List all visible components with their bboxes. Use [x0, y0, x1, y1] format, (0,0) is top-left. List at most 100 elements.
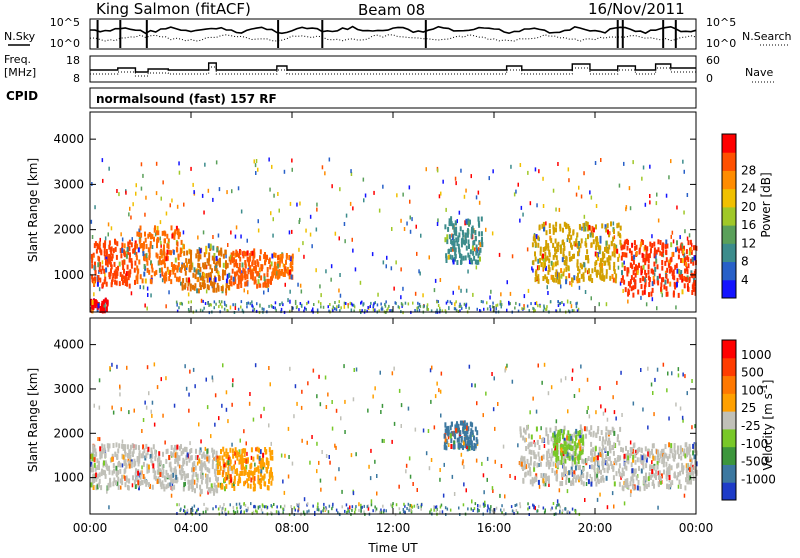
scatter-cell: [585, 237, 587, 242]
echo-cell: [582, 467, 585, 473]
echo-cell: [678, 269, 681, 274]
echo-cell: [218, 470, 221, 475]
scatter-cell: [402, 286, 404, 291]
scatter-cell: [395, 260, 397, 265]
echo-cell: [644, 454, 647, 460]
echo-cell: [653, 261, 656, 267]
echo-cell: [106, 262, 109, 268]
echo-cell: [645, 256, 648, 262]
echo-cell: [607, 256, 610, 262]
scatter-cell: [287, 426, 290, 431]
scatter-cell: [534, 167, 537, 172]
ground-cell: [514, 306, 516, 310]
echo-cell: [223, 467, 226, 473]
echo-cell: [451, 255, 454, 261]
scatter-cell: [93, 292, 95, 297]
echo-cell: [115, 442, 118, 448]
echo-cell: [138, 232, 141, 237]
echo-cell: [268, 478, 270, 484]
echo-cell: [91, 453, 94, 459]
echo-cell: [466, 435, 469, 441]
scatter-cell: [319, 402, 322, 407]
echo-cell: [568, 455, 571, 461]
echo-cell: [215, 487, 218, 493]
echo-cell: [590, 425, 593, 431]
scatter-cell: [400, 403, 403, 408]
ground-cell: [403, 502, 405, 506]
ground-cell: [324, 507, 327, 511]
echo-cell: [285, 253, 288, 258]
y-tick-label: 3000: [53, 382, 84, 396]
echo-cell: [240, 278, 242, 284]
ground-cell: [420, 507, 422, 511]
echo-cell: [653, 241, 656, 247]
scatter-cell: [180, 281, 182, 286]
echo-cell: [134, 444, 137, 450]
echo-cell: [665, 461, 668, 467]
scatter-cell: [618, 253, 620, 258]
echo-cell: [568, 477, 571, 483]
noise-right-bottom-tick: 10^0: [706, 37, 736, 50]
scatter-cell: [355, 367, 358, 372]
echo-cell: [201, 475, 204, 480]
scatter-cell: [506, 280, 508, 285]
ground-cell: [445, 301, 448, 305]
scatter-cell: [513, 192, 516, 197]
scatter-cell: [475, 265, 478, 270]
echo-cell: [90, 461, 93, 467]
echo-cell: [254, 264, 257, 270]
echo-cell: [277, 269, 280, 275]
echo-cell: [602, 254, 605, 260]
echo-cell: [556, 447, 559, 453]
scatter-cell: [299, 217, 301, 222]
echo-cell: [264, 260, 267, 266]
echo-cell: [105, 306, 108, 312]
ground-cell: [458, 506, 460, 510]
echo-cell: [159, 468, 162, 474]
echo-cell: [449, 425, 452, 431]
echo-cell: [551, 468, 554, 473]
echo-cell: [562, 433, 565, 439]
echo-cell: [623, 244, 626, 250]
echo-cell: [148, 255, 151, 261]
echo-cell: [638, 446, 641, 452]
ground-cell: [543, 306, 545, 310]
ground-cell: [533, 506, 535, 510]
echo-cell: [227, 285, 230, 290]
echo-cell: [163, 275, 165, 281]
echo-cell: [653, 251, 656, 257]
echo-cell: [479, 247, 482, 253]
scatter-cell: [615, 244, 618, 249]
echo-cell: [629, 279, 632, 285]
echo-cell: [609, 430, 612, 435]
echo-cell: [90, 300, 93, 306]
echo-cell: [244, 260, 247, 265]
echo-cell: [480, 239, 483, 245]
echo-cell: [143, 264, 146, 269]
echo-cell: [673, 447, 676, 453]
echo-cell: [167, 238, 170, 244]
ground-cell: [332, 309, 334, 313]
echo-cell: [241, 448, 244, 454]
echo-cell: [659, 476, 662, 481]
echo-cell: [250, 470, 252, 476]
scatter-cell: [118, 192, 120, 197]
echo-cell: [596, 473, 599, 479]
echo-cell: [238, 262, 241, 268]
ground-cell: [543, 304, 545, 308]
y-tick-label: 2000: [53, 426, 84, 440]
echo-cell: [625, 252, 628, 258]
freq-panel-frame: [89, 55, 697, 83]
echo-cell: [257, 465, 260, 471]
echo-cell: [92, 444, 95, 450]
scatter-cell: [391, 227, 393, 231]
scatter-cell: [303, 497, 306, 502]
scatter-cell: [319, 478, 322, 483]
echo-cell: [642, 264, 645, 270]
echo-cell: [597, 464, 600, 470]
scatter-cell: [668, 416, 670, 421]
scatter-cell: [667, 371, 669, 376]
scatter-cell: [558, 488, 561, 493]
ground-cell: [347, 509, 349, 513]
echo-cell: [474, 259, 477, 265]
